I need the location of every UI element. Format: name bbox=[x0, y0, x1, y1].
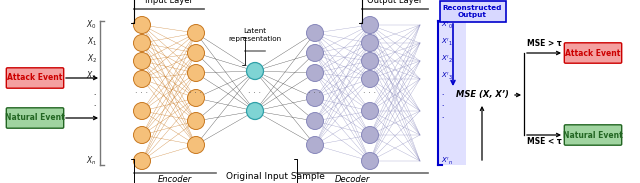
FancyBboxPatch shape bbox=[564, 43, 621, 63]
Circle shape bbox=[246, 102, 264, 119]
Circle shape bbox=[362, 35, 378, 51]
Text: $X'_3$: $X'_3$ bbox=[441, 70, 453, 82]
Circle shape bbox=[362, 152, 378, 169]
Circle shape bbox=[362, 102, 378, 119]
Text: · · ·: · · · bbox=[364, 89, 376, 98]
Text: Encoder: Encoder bbox=[158, 175, 192, 183]
Circle shape bbox=[134, 35, 150, 51]
Circle shape bbox=[362, 126, 378, 143]
Text: Decoder: Decoder bbox=[335, 175, 370, 183]
Text: .: . bbox=[441, 110, 444, 120]
Text: Reconstructed
Output: Reconstructed Output bbox=[443, 5, 502, 18]
Text: $X'_n$: $X'_n$ bbox=[441, 155, 453, 167]
Text: · · ·: · · · bbox=[136, 89, 148, 98]
Circle shape bbox=[134, 102, 150, 119]
Circle shape bbox=[134, 70, 150, 87]
Circle shape bbox=[307, 137, 323, 154]
Text: · · ·: · · · bbox=[189, 89, 203, 98]
Text: .: . bbox=[94, 87, 97, 97]
FancyBboxPatch shape bbox=[6, 108, 64, 128]
Circle shape bbox=[188, 64, 205, 81]
Circle shape bbox=[188, 25, 205, 42]
Text: Attack Event: Attack Event bbox=[7, 74, 63, 83]
Text: MSE > τ: MSE > τ bbox=[527, 39, 562, 48]
Text: Output Layer: Output Layer bbox=[367, 0, 422, 5]
Circle shape bbox=[134, 126, 150, 143]
Circle shape bbox=[188, 44, 205, 61]
Text: .: . bbox=[94, 110, 97, 120]
Text: · · ·: · · · bbox=[308, 89, 321, 98]
Text: .: . bbox=[94, 98, 97, 108]
FancyBboxPatch shape bbox=[440, 1, 506, 21]
Text: $X_3$: $X_3$ bbox=[86, 70, 97, 82]
Circle shape bbox=[188, 137, 205, 154]
Text: $X_n$: $X_n$ bbox=[86, 155, 97, 167]
Circle shape bbox=[188, 89, 205, 107]
Circle shape bbox=[307, 64, 323, 81]
Text: $X_0$: $X_0$ bbox=[86, 19, 97, 31]
Text: Attack Event: Attack Event bbox=[565, 48, 621, 57]
Circle shape bbox=[134, 16, 150, 33]
Text: MSE (X, X’): MSE (X, X’) bbox=[456, 91, 508, 100]
Text: $X'_2$: $X'_2$ bbox=[441, 53, 453, 65]
Text: $X'_0$: $X'_0$ bbox=[441, 19, 453, 31]
Text: $X_2$: $X_2$ bbox=[86, 53, 97, 65]
Text: Latent
representation: Latent representation bbox=[228, 28, 282, 42]
Circle shape bbox=[362, 53, 378, 70]
FancyBboxPatch shape bbox=[564, 125, 621, 145]
Text: Original Input Sample: Original Input Sample bbox=[225, 172, 324, 181]
Circle shape bbox=[246, 63, 264, 79]
Circle shape bbox=[307, 44, 323, 61]
Circle shape bbox=[134, 152, 150, 169]
Text: Input Layer: Input Layer bbox=[145, 0, 193, 5]
Text: Natural Event: Natural Event bbox=[563, 130, 623, 139]
FancyBboxPatch shape bbox=[6, 68, 64, 88]
Circle shape bbox=[307, 113, 323, 130]
Circle shape bbox=[362, 70, 378, 87]
Circle shape bbox=[188, 113, 205, 130]
Text: · · ·: · · · bbox=[248, 89, 262, 98]
Text: $X'_1$: $X'_1$ bbox=[441, 36, 452, 48]
Text: .: . bbox=[441, 87, 444, 97]
Bar bbox=[438, 21, 466, 165]
Circle shape bbox=[307, 89, 323, 107]
Circle shape bbox=[134, 53, 150, 70]
Text: .: . bbox=[441, 98, 444, 108]
Text: MSE < τ: MSE < τ bbox=[527, 137, 562, 146]
Text: $X_1$: $X_1$ bbox=[86, 36, 97, 48]
Circle shape bbox=[362, 16, 378, 33]
Circle shape bbox=[307, 25, 323, 42]
Text: Natural Event: Natural Event bbox=[5, 113, 65, 122]
